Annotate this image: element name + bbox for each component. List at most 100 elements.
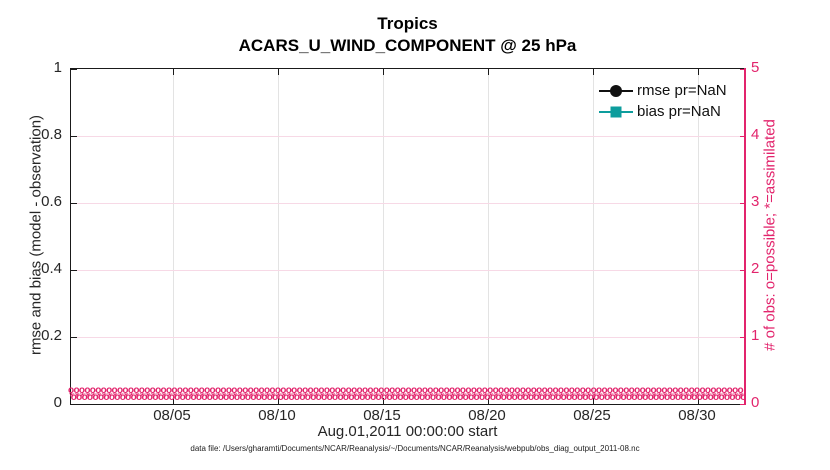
obs-possible-marker: o [500, 392, 507, 403]
obs-possible-marker: o [609, 392, 616, 403]
obs-assimilated-marker: * [722, 389, 728, 404]
obs-possible-marker: o [263, 385, 271, 396]
obs-possible-marker: o [694, 385, 701, 396]
obs-possible-marker: o [125, 392, 132, 403]
obs-assimilated-marker: * [384, 389, 390, 404]
obs-possible-marker: o [152, 392, 159, 403]
obs-assimilated-marker: * [580, 389, 586, 404]
title-variable: ACARS_U_WIND_COMPONENT @ 25 hPa [238, 36, 577, 55]
obs-possible-marker: o [718, 392, 725, 403]
obs-possible-marker: o [617, 385, 624, 396]
obs-possible-marker: o [596, 385, 603, 396]
obs-assimilated-marker: * [221, 389, 227, 404]
obs-assimilated-marker: * [362, 389, 368, 404]
ytick-mark-right [740, 404, 746, 405]
legend-item: rmse pr=NaN [599, 80, 727, 101]
obs-assimilated-marker: * [635, 389, 641, 404]
legend-circle-marker [610, 84, 622, 97]
obs-assimilated-marker: * [499, 389, 505, 404]
obs-possible-marker: o [81, 392, 88, 403]
obs-possible-marker: o [68, 385, 75, 396]
obs-possible-marker: o [650, 385, 657, 396]
obs-possible-marker: o [503, 385, 510, 396]
obs-assimilated-marker: * [232, 389, 238, 404]
obs-possible-marker: o [146, 392, 154, 403]
left-ytick-label: 0.2 [41, 327, 62, 344]
ytick-mark-left [71, 203, 77, 204]
obs-assimilated-marker: * [406, 389, 412, 404]
obs-possible-marker: o [470, 385, 477, 396]
obs-possible-marker: o [416, 385, 423, 396]
obs-possible-marker: o [261, 392, 268, 403]
obs-possible-marker: o [688, 385, 695, 396]
obs-possible-marker: o [530, 385, 537, 396]
obs-possible-marker: o [492, 385, 499, 396]
obs-assimilated-marker: * [471, 389, 477, 404]
obs-possible-marker: o [729, 392, 736, 403]
xtick-mark-top [593, 69, 594, 75]
obs-possible-marker: o [723, 392, 731, 403]
obs-possible-marker: o [225, 385, 232, 396]
obs-assimilated-marker: * [602, 389, 608, 404]
obs-possible-marker: o [432, 385, 439, 396]
obs-possible-marker: o [574, 385, 581, 396]
obs-assimilated-marker: * [281, 389, 287, 404]
obs-assimilated-marker: * [667, 389, 673, 404]
obs-possible-marker: o [326, 392, 333, 403]
obs-assimilated-marker: * [139, 389, 145, 404]
left-ytick-label: 0.6 [41, 193, 62, 210]
ytick-mark-right [740, 136, 746, 137]
obs-possible-marker: o [449, 385, 456, 396]
legend-item: bias pr=NaN [599, 101, 727, 122]
obs-possible-marker: o [419, 392, 426, 403]
obs-possible-marker: o [582, 392, 589, 403]
obs-possible-marker: o [389, 385, 396, 396]
obs-possible-marker: o [231, 385, 238, 396]
obs-possible-marker: o [176, 385, 183, 396]
obs-possible-marker: o [247, 385, 254, 396]
obs-assimilated-marker: * [542, 389, 548, 404]
obs-possible-marker: o [116, 385, 124, 396]
obs-assimilated-marker: * [591, 389, 597, 404]
obs-possible-marker: o [108, 392, 115, 403]
obs-assimilated-marker: * [79, 389, 85, 404]
obs-assimilated-marker: * [515, 389, 521, 404]
obs-possible-marker: o [410, 385, 418, 396]
obs-possible-marker: o [666, 385, 673, 396]
obs-possible-marker: o [206, 392, 213, 403]
obs-possible-marker: o [386, 392, 393, 403]
gridline-vertical [593, 69, 594, 404]
obs-possible-marker: o [228, 392, 235, 403]
obs-possible-marker: o [612, 385, 619, 396]
obs-assimilated-marker: * [450, 389, 456, 404]
obs-possible-marker: o [547, 385, 554, 396]
right-ytick-label: 5 [751, 59, 760, 76]
legend: rmse pr=NaN bias pr=NaN [599, 80, 727, 122]
obs-possible-marker: o [149, 385, 156, 396]
obs-assimilated-marker: * [69, 389, 75, 404]
obs-assimilated-marker: * [417, 389, 423, 404]
obs-possible-marker: o [293, 392, 301, 403]
obs-possible-marker: o [204, 385, 211, 396]
obs-possible-marker: o [487, 385, 494, 396]
obs-possible-marker: o [214, 385, 222, 396]
obs-assimilated-marker: * [226, 389, 232, 404]
obs-possible-marker: o [400, 385, 407, 396]
obs-assimilated-marker: * [548, 389, 554, 404]
legend-line-sample [599, 84, 633, 97]
obs-possible-marker: o [106, 385, 113, 396]
obs-possible-marker: o [136, 392, 143, 403]
gridline-horizontal [71, 203, 746, 204]
obs-possible-marker: o [636, 392, 643, 403]
obs-assimilated-marker: * [145, 389, 151, 404]
obs-possible-marker: o [740, 393, 746, 403]
xtick-label: 08/30 [678, 407, 716, 424]
obs-possible-marker: o [323, 385, 330, 396]
obs-possible-marker: o [334, 385, 341, 396]
obs-possible-marker: o [370, 392, 377, 403]
xtick-mark-top [383, 69, 384, 75]
obs-possible-marker: o [168, 392, 175, 403]
obs-possible-marker: o [405, 385, 412, 396]
obs-assimilated-marker: * [292, 389, 298, 404]
left-ytick-label: 0 [53, 394, 62, 411]
